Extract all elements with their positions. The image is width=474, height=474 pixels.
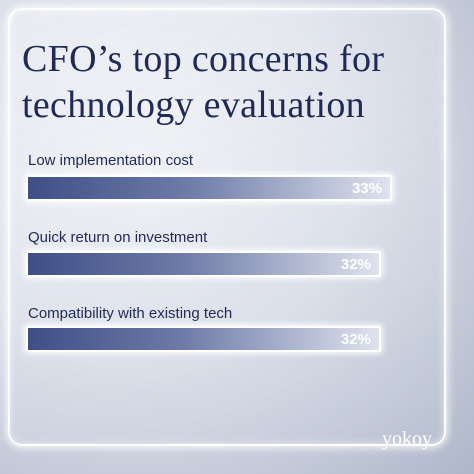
chart-title: CFO’s top concerns for technology evalua… (22, 38, 385, 126)
bar (26, 326, 381, 352)
category-label: Compatibility with existing tech (28, 305, 233, 322)
value-label: 33% (351, 180, 382, 197)
value-label: 32% (340, 256, 371, 273)
category-label: Low implementation cost (28, 152, 194, 169)
panel (8, 8, 446, 446)
bar (26, 251, 381, 277)
value-label: 32% (340, 331, 371, 348)
logo: yokoy (382, 428, 432, 450)
category-label: Quick return on investment (28, 229, 208, 246)
bar (26, 175, 392, 201)
